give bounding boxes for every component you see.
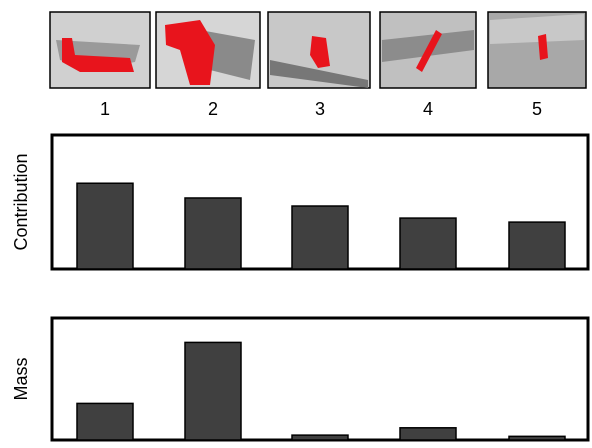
thumbnail bbox=[268, 12, 370, 88]
x-tick-label: 2 bbox=[208, 99, 218, 119]
figure: Contribution 1 2 3 4 5 Mass bbox=[0, 0, 592, 448]
thumbnail bbox=[50, 12, 150, 88]
bar bbox=[185, 342, 241, 440]
thumbnails bbox=[50, 12, 586, 88]
bar bbox=[400, 428, 456, 440]
y-axis-label: Contribution bbox=[11, 153, 31, 250]
thumbnail bbox=[380, 12, 476, 88]
bar bbox=[185, 198, 241, 269]
bar bbox=[292, 435, 348, 440]
x-tick-label: 4 bbox=[423, 99, 433, 119]
thumbnail bbox=[156, 12, 260, 88]
bar bbox=[292, 206, 348, 269]
x-tick-label: 3 bbox=[315, 99, 325, 119]
bar bbox=[77, 403, 133, 440]
bar bbox=[400, 218, 456, 269]
x-tick-label: 5 bbox=[532, 99, 542, 119]
thumbnail bbox=[488, 12, 586, 88]
bar bbox=[77, 183, 133, 269]
x-tick-label: 1 bbox=[100, 99, 110, 119]
bar bbox=[509, 222, 565, 269]
y-axis-label: Mass bbox=[11, 357, 31, 400]
bar bbox=[509, 436, 565, 440]
